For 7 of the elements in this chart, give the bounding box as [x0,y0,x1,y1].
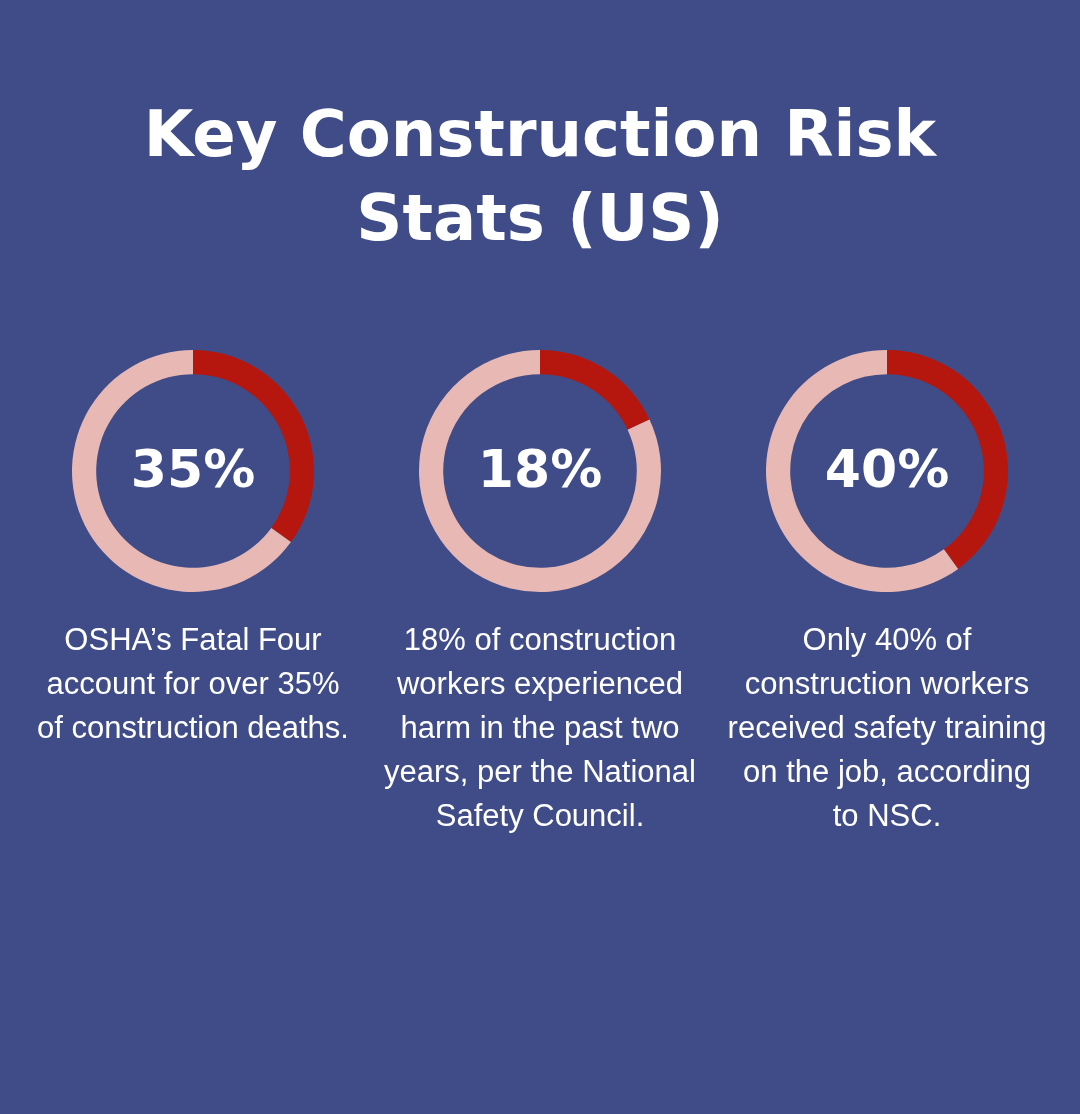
text: 18% of construction workers experienced harm in the past two years, per the National Safety Council. [383,621,697,835]
text: Only 40% of construction workers received safety training on the job, according to NSC. [727,621,1047,835]
text: Key Construction Risk Stats (US) [142,96,938,257]
data-label: 18% [477,438,603,499]
data-label: 40% [824,438,950,499]
data-label: 35% [130,438,256,499]
text: OSHA’s Fatal Four account for over 35% of construction deaths. [36,621,350,747]
